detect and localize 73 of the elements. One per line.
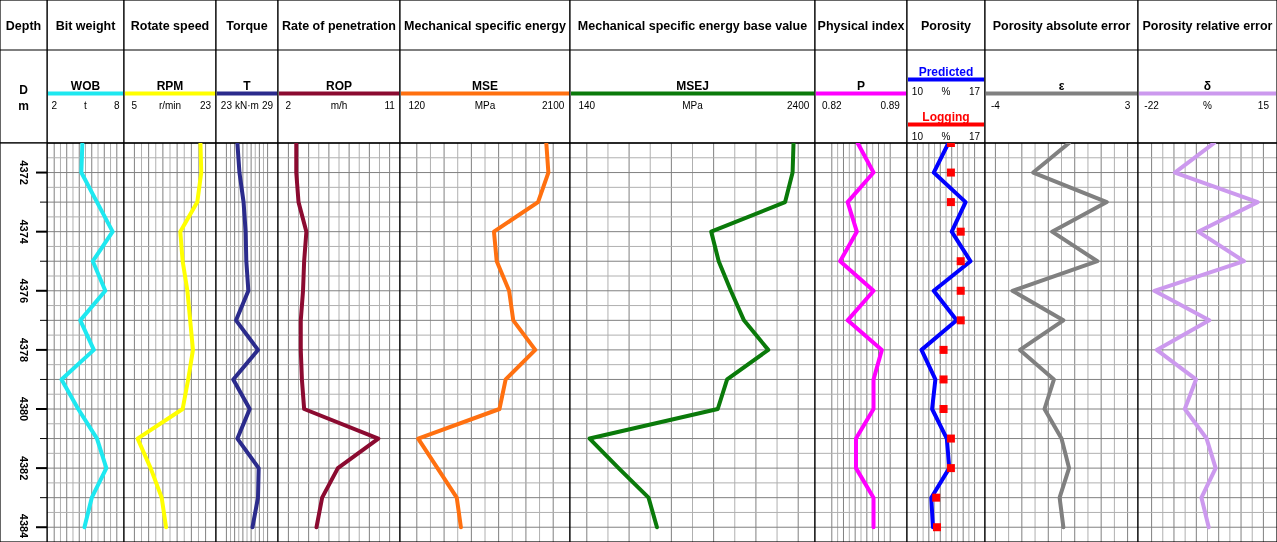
x-tick-label: 11 bbox=[384, 100, 396, 111]
x-tick-label: 23 bbox=[200, 100, 212, 111]
text: ROP bbox=[325, 79, 353, 93]
x-tick-label: -4 bbox=[990, 100, 1001, 111]
x-axis-title: t bbox=[84, 100, 88, 111]
text: m bbox=[18, 99, 29, 113]
x-tick-label: 0.89 bbox=[880, 100, 901, 111]
x-axis-title: m/h bbox=[330, 100, 348, 111]
text: D bbox=[19, 83, 29, 97]
x2-tick-label: 17 bbox=[969, 86, 981, 97]
x-tick-label: 2400 bbox=[787, 100, 810, 111]
x-tick-label: 3 bbox=[1124, 100, 1131, 111]
x-axis-title: r/min bbox=[158, 100, 182, 111]
x2-axis-title: % bbox=[941, 131, 951, 142]
chart-title: Mechanical specific energy bbox=[404, 19, 566, 33]
x-tick-label: 8 bbox=[114, 100, 121, 111]
y-tick-label: 4382 bbox=[18, 455, 30, 481]
x-tick-label: 15 bbox=[1257, 100, 1270, 111]
text: WOB bbox=[70, 79, 101, 93]
point bbox=[956, 257, 965, 266]
y-tick-label: 4380 bbox=[18, 396, 30, 422]
point bbox=[956, 316, 965, 325]
chart-title: Bit weight bbox=[55, 19, 117, 33]
point bbox=[946, 168, 955, 177]
chart-title: Rotate speed bbox=[130, 19, 210, 33]
text: δ bbox=[1203, 79, 1212, 93]
text: T bbox=[243, 79, 252, 93]
chart-title: Mechanical specific energy base value bbox=[577, 19, 808, 33]
x-axis-title: % bbox=[941, 86, 951, 97]
point bbox=[932, 493, 941, 502]
x-tick-label: 0.82 bbox=[822, 100, 842, 111]
x-tick-label: 140 bbox=[578, 100, 596, 111]
y-tick-label: 4384 bbox=[18, 513, 30, 540]
y-tick-label: 4372 bbox=[18, 160, 30, 185]
y-tick-label: 4376 bbox=[18, 278, 30, 304]
x-axis-title: MPa bbox=[682, 100, 704, 111]
text: RPM bbox=[156, 79, 184, 93]
text: P bbox=[856, 79, 866, 93]
point bbox=[939, 345, 948, 354]
x-axis-title: MPa bbox=[474, 100, 496, 111]
chart-title: Physical index bbox=[817, 19, 905, 33]
text: MSEJ bbox=[676, 79, 709, 93]
series-label: Logging bbox=[922, 110, 970, 124]
x-tick-label: 120 bbox=[408, 100, 426, 111]
x-tick-label: 2 bbox=[51, 100, 58, 111]
point bbox=[939, 405, 948, 413]
text: MSE bbox=[471, 79, 499, 93]
chart-title: Porosity absolute error bbox=[992, 19, 1131, 33]
point bbox=[933, 523, 942, 532]
y-axis-title: Depth bbox=[5, 19, 42, 33]
chart-title: Torque bbox=[226, 19, 268, 33]
x-axis-title: % bbox=[1203, 100, 1213, 111]
chart-title: Rate of penetration bbox=[282, 19, 396, 33]
point bbox=[956, 286, 965, 295]
point bbox=[946, 434, 955, 443]
x-tick-label: 2100 bbox=[542, 100, 565, 111]
x-tick-label: 23 bbox=[220, 100, 233, 111]
x-tick-label: 5 bbox=[131, 100, 138, 111]
point bbox=[939, 375, 948, 384]
text: ε bbox=[1058, 79, 1065, 93]
point bbox=[956, 227, 965, 236]
x-axis-title: kN·m bbox=[235, 100, 259, 111]
y-tick-label: 4374 bbox=[18, 219, 30, 245]
x-tick-label: 2 bbox=[285, 100, 292, 111]
point bbox=[946, 198, 955, 207]
text: Predicted bbox=[918, 65, 974, 79]
chart-title: Porosity relative error bbox=[1142, 19, 1273, 33]
x2-tick-label: 10 bbox=[911, 86, 924, 97]
point bbox=[946, 464, 955, 473]
x-tick-label: 29 bbox=[262, 100, 274, 111]
chart-title: Porosity bbox=[920, 19, 972, 33]
y-tick-label: 4378 bbox=[18, 337, 30, 363]
x-tick-label: -22 bbox=[1144, 100, 1160, 111]
